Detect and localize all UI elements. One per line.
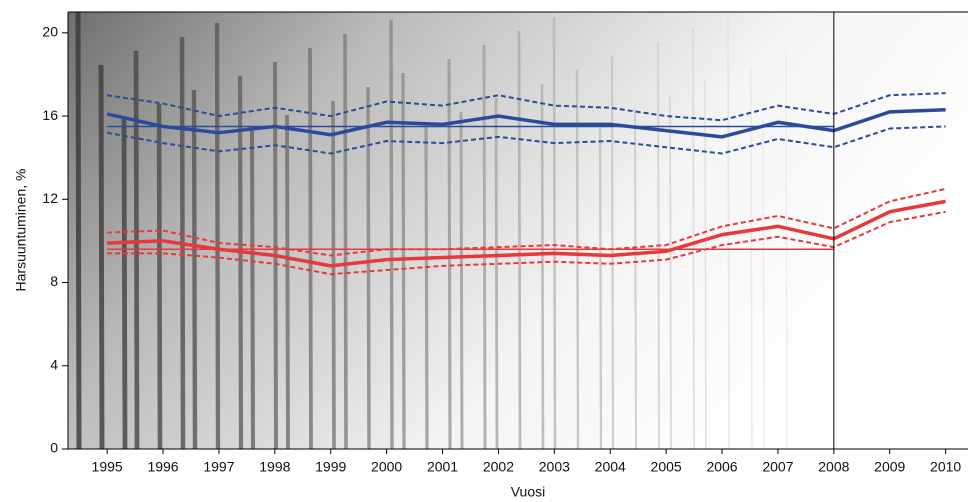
x-tick-label: 1999 <box>315 459 346 475</box>
tree-trunk <box>403 73 404 449</box>
tree-trunk <box>693 28 694 449</box>
x-tick-label: 2003 <box>539 459 570 475</box>
x-tick-label: 2007 <box>762 459 793 475</box>
x-tick-label: 2010 <box>930 459 961 475</box>
y-tick-label: 16 <box>42 107 58 123</box>
tree-trunk <box>345 34 346 449</box>
x-tick-label: 2001 <box>427 459 458 475</box>
tree-trunk <box>635 109 636 449</box>
x-tick-label: 1995 <box>92 459 123 475</box>
tree-trunk <box>461 112 462 449</box>
tree-trunk <box>217 23 218 449</box>
x-tick-label: 2000 <box>371 459 402 475</box>
y-tick-label: 4 <box>50 356 58 372</box>
tree-trunk <box>728 14 729 449</box>
tree-trunk <box>426 126 427 449</box>
x-tick-label: 2009 <box>874 459 905 475</box>
x-tick-label: 2008 <box>818 459 849 475</box>
tree-trunk <box>124 118 125 449</box>
tree-trunk <box>542 84 543 449</box>
tree-trunk <box>368 87 369 449</box>
tree-trunk <box>159 104 160 449</box>
y-tick-label: 0 <box>50 440 58 456</box>
tree-trunk <box>391 20 392 449</box>
chart: 0 4 8 12 16 20 1995 1996 1997 1998 1999 2000 2001 200… <box>0 0 971 502</box>
tree-trunk <box>519 31 520 449</box>
tree-trunk <box>496 98 497 449</box>
tree-trunk <box>449 59 450 449</box>
tree-trunk <box>554 17 555 449</box>
page: {"chart_data": {"type": "line", "y_label… <box>0 0 971 502</box>
tree-trunk <box>78 12 79 449</box>
tree-trunk <box>101 65 102 449</box>
x-tick-label: 1996 <box>147 459 178 475</box>
x-tick-label: 1997 <box>203 459 234 475</box>
x-tick-label: 2004 <box>595 459 626 475</box>
tree-trunk <box>287 115 288 449</box>
tree-trunk <box>600 123 601 449</box>
tree-trunk <box>751 67 752 449</box>
x-tick-label: 1998 <box>259 459 290 475</box>
x-tick-label: 2006 <box>706 459 737 475</box>
tree-trunk <box>136 51 137 449</box>
tree-trunk <box>252 129 253 449</box>
y-tick-label: 8 <box>50 273 58 289</box>
tree-trunk <box>194 90 195 449</box>
tree-trunk <box>763 120 764 449</box>
x-tick-label: 2002 <box>483 459 514 475</box>
y-tick-label: 12 <box>42 190 58 206</box>
y-tick-label: 20 <box>42 24 58 40</box>
y-axis-label: Harsuuntuminen, % <box>13 169 29 292</box>
x-axis-label: Vuosi <box>511 484 546 500</box>
tree-trunk <box>612 56 613 449</box>
x-tick-label: 2005 <box>651 459 682 475</box>
